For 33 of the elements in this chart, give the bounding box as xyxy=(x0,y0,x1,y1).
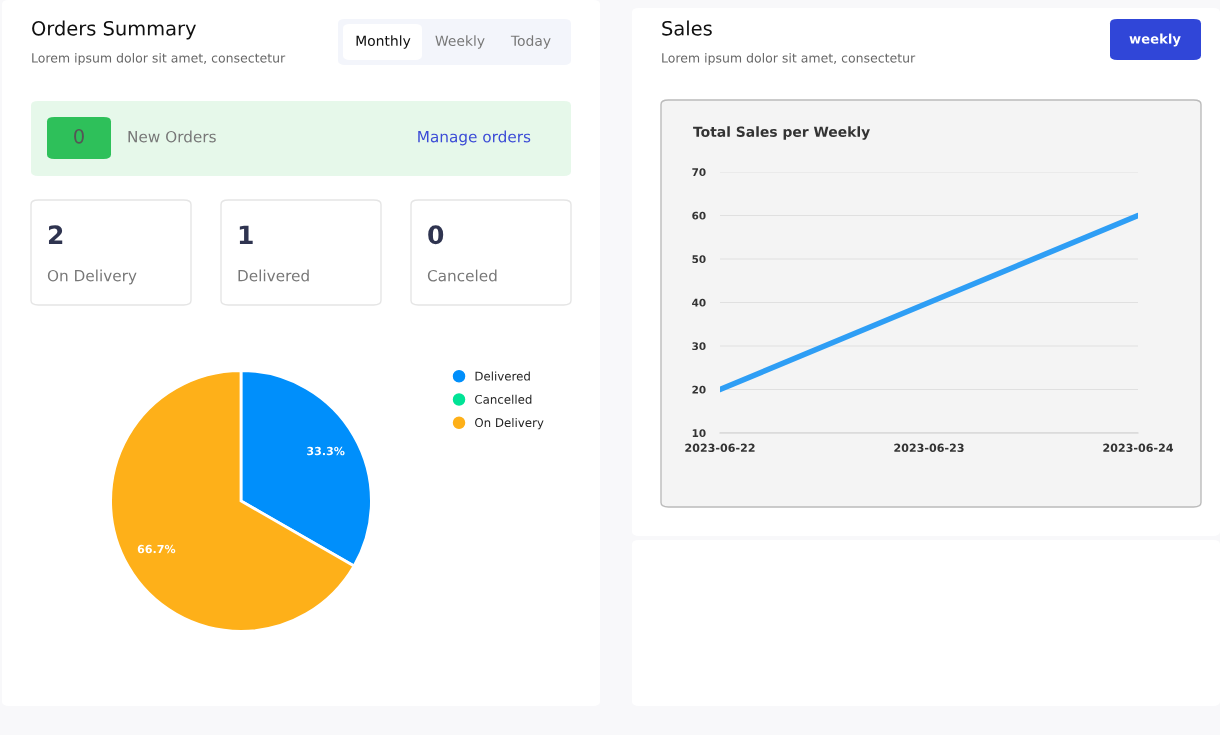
text: Today xyxy=(510,35,551,49)
y-tick-label: 50 xyxy=(692,255,706,264)
data-label: 66.7% xyxy=(137,544,176,554)
legend-label: Delivered xyxy=(475,371,530,381)
text: Canceled xyxy=(427,269,497,282)
text: Sales xyxy=(662,20,712,36)
y-tick-label: 40 xyxy=(692,298,706,307)
text: Weekly xyxy=(435,35,485,49)
y-tick-label: 10 xyxy=(692,429,706,438)
text: 1 xyxy=(239,225,253,244)
y-tick-label: 70 xyxy=(692,168,706,177)
text: weekly xyxy=(1129,33,1181,47)
chart-title: Total Sales per Weekly xyxy=(693,126,870,140)
text: Monthly xyxy=(356,35,411,49)
text: 0 xyxy=(428,225,444,245)
text: 2 xyxy=(48,225,63,244)
x-tick-label: 2023-06-24 xyxy=(1103,443,1174,453)
y-tick-label: 20 xyxy=(692,385,706,394)
data-label: 33.3% xyxy=(307,446,345,456)
x-tick-label: 2023-06-23 xyxy=(894,443,964,453)
text: Orders Summary xyxy=(32,20,196,40)
text: Manage orders xyxy=(418,130,531,146)
text: Delivered xyxy=(238,269,309,282)
legend-label: Cancelled xyxy=(475,394,532,404)
legend-label: On Delivery xyxy=(475,417,544,430)
text: New Orders xyxy=(128,130,216,143)
text: Lorem ipsum dolor sit amet, consectetur xyxy=(662,52,916,66)
y-tick-label: 30 xyxy=(692,342,706,351)
text: On Delivery xyxy=(47,269,137,285)
y-tick-label: 60 xyxy=(692,211,706,220)
x-tick-label: 2023-06-22 xyxy=(685,443,755,453)
text: 0 xyxy=(74,128,84,144)
text: Lorem ipsum dolor sit amet, consectetur xyxy=(32,52,286,66)
